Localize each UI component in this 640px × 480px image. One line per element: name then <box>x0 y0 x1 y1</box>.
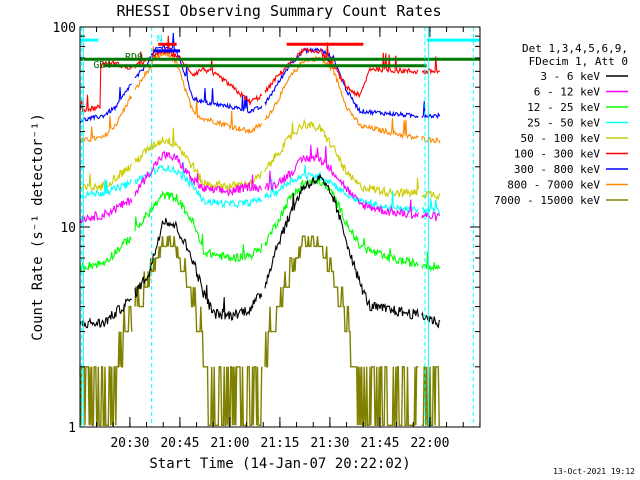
plot-frame <box>79 26 481 428</box>
x-axis-label: Start Time (14-Jan-07 20:22:02) <box>149 456 410 472</box>
x-tick-label: 20:45 <box>160 436 199 451</box>
legend-entry-label: 50 - 100 keV <box>521 132 601 145</box>
annotation-label: N <box>157 34 163 45</box>
series-line-7 <box>79 46 441 144</box>
series-line-4 <box>79 118 441 201</box>
legend: Det 1,3,4,5,6,9,FDecim 1, Att 0 3 - 6 keV… <box>494 42 628 207</box>
x-tick-label: 20:30 <box>110 436 149 451</box>
x-tick-label: 22:00 <box>410 436 449 451</box>
legend-entry-label: 12 - 25 keV <box>527 101 600 114</box>
legend-header: FDecim 1, Att 0 <box>529 55 628 68</box>
x-tick-label: 21:00 <box>210 436 249 451</box>
plot-area: N RD0 GD4 <box>79 27 480 427</box>
series-line-1 <box>79 144 441 224</box>
legend-entry-label: 7000 - 15000 keV <box>494 194 600 207</box>
series-line-8 <box>79 235 440 426</box>
legend-entry-label: 25 - 50 keV <box>527 117 600 130</box>
legend-entry-label: 6 - 12 keV <box>534 86 601 99</box>
annotation-label: GD4 <box>93 60 111 71</box>
y-tick-label: 10 <box>60 221 76 236</box>
y-axis-label: Count Rate (s⁻¹ detector⁻¹) <box>30 113 46 341</box>
legend-entry-label: 3 - 6 keV <box>540 70 600 83</box>
y-tick-label: 100 <box>53 21 76 36</box>
chart-title: RHESSI Observing Summary Count Rates <box>116 2 441 20</box>
generation-timestamp: 13-Oct-2021 19:12 <box>553 467 635 476</box>
legend-entry-label: 800 - 7000 keV <box>507 179 600 192</box>
legend-header: Det 1,3,4,5,6,9, <box>522 42 628 55</box>
series-line-6 <box>79 32 441 124</box>
series-line-3 <box>79 161 441 216</box>
series-line-2 <box>79 176 441 273</box>
legend-entry-label: 100 - 300 keV <box>514 148 600 161</box>
x-tick-label: 21:30 <box>310 436 349 451</box>
y-tick-label: 1 <box>68 421 76 436</box>
x-tick-label: 21:15 <box>260 436 299 451</box>
series-line-5 <box>79 35 440 113</box>
annotation-label: RD0 <box>125 52 143 63</box>
x-tick-label: 21:45 <box>360 436 399 451</box>
legend-entry-label: 300 - 800 keV <box>514 163 600 176</box>
series-line-0 <box>79 174 441 329</box>
axes: 20:30 20:45 21:00 21:15 21:30 21:45 22:00 1 10 10… <box>53 21 481 451</box>
